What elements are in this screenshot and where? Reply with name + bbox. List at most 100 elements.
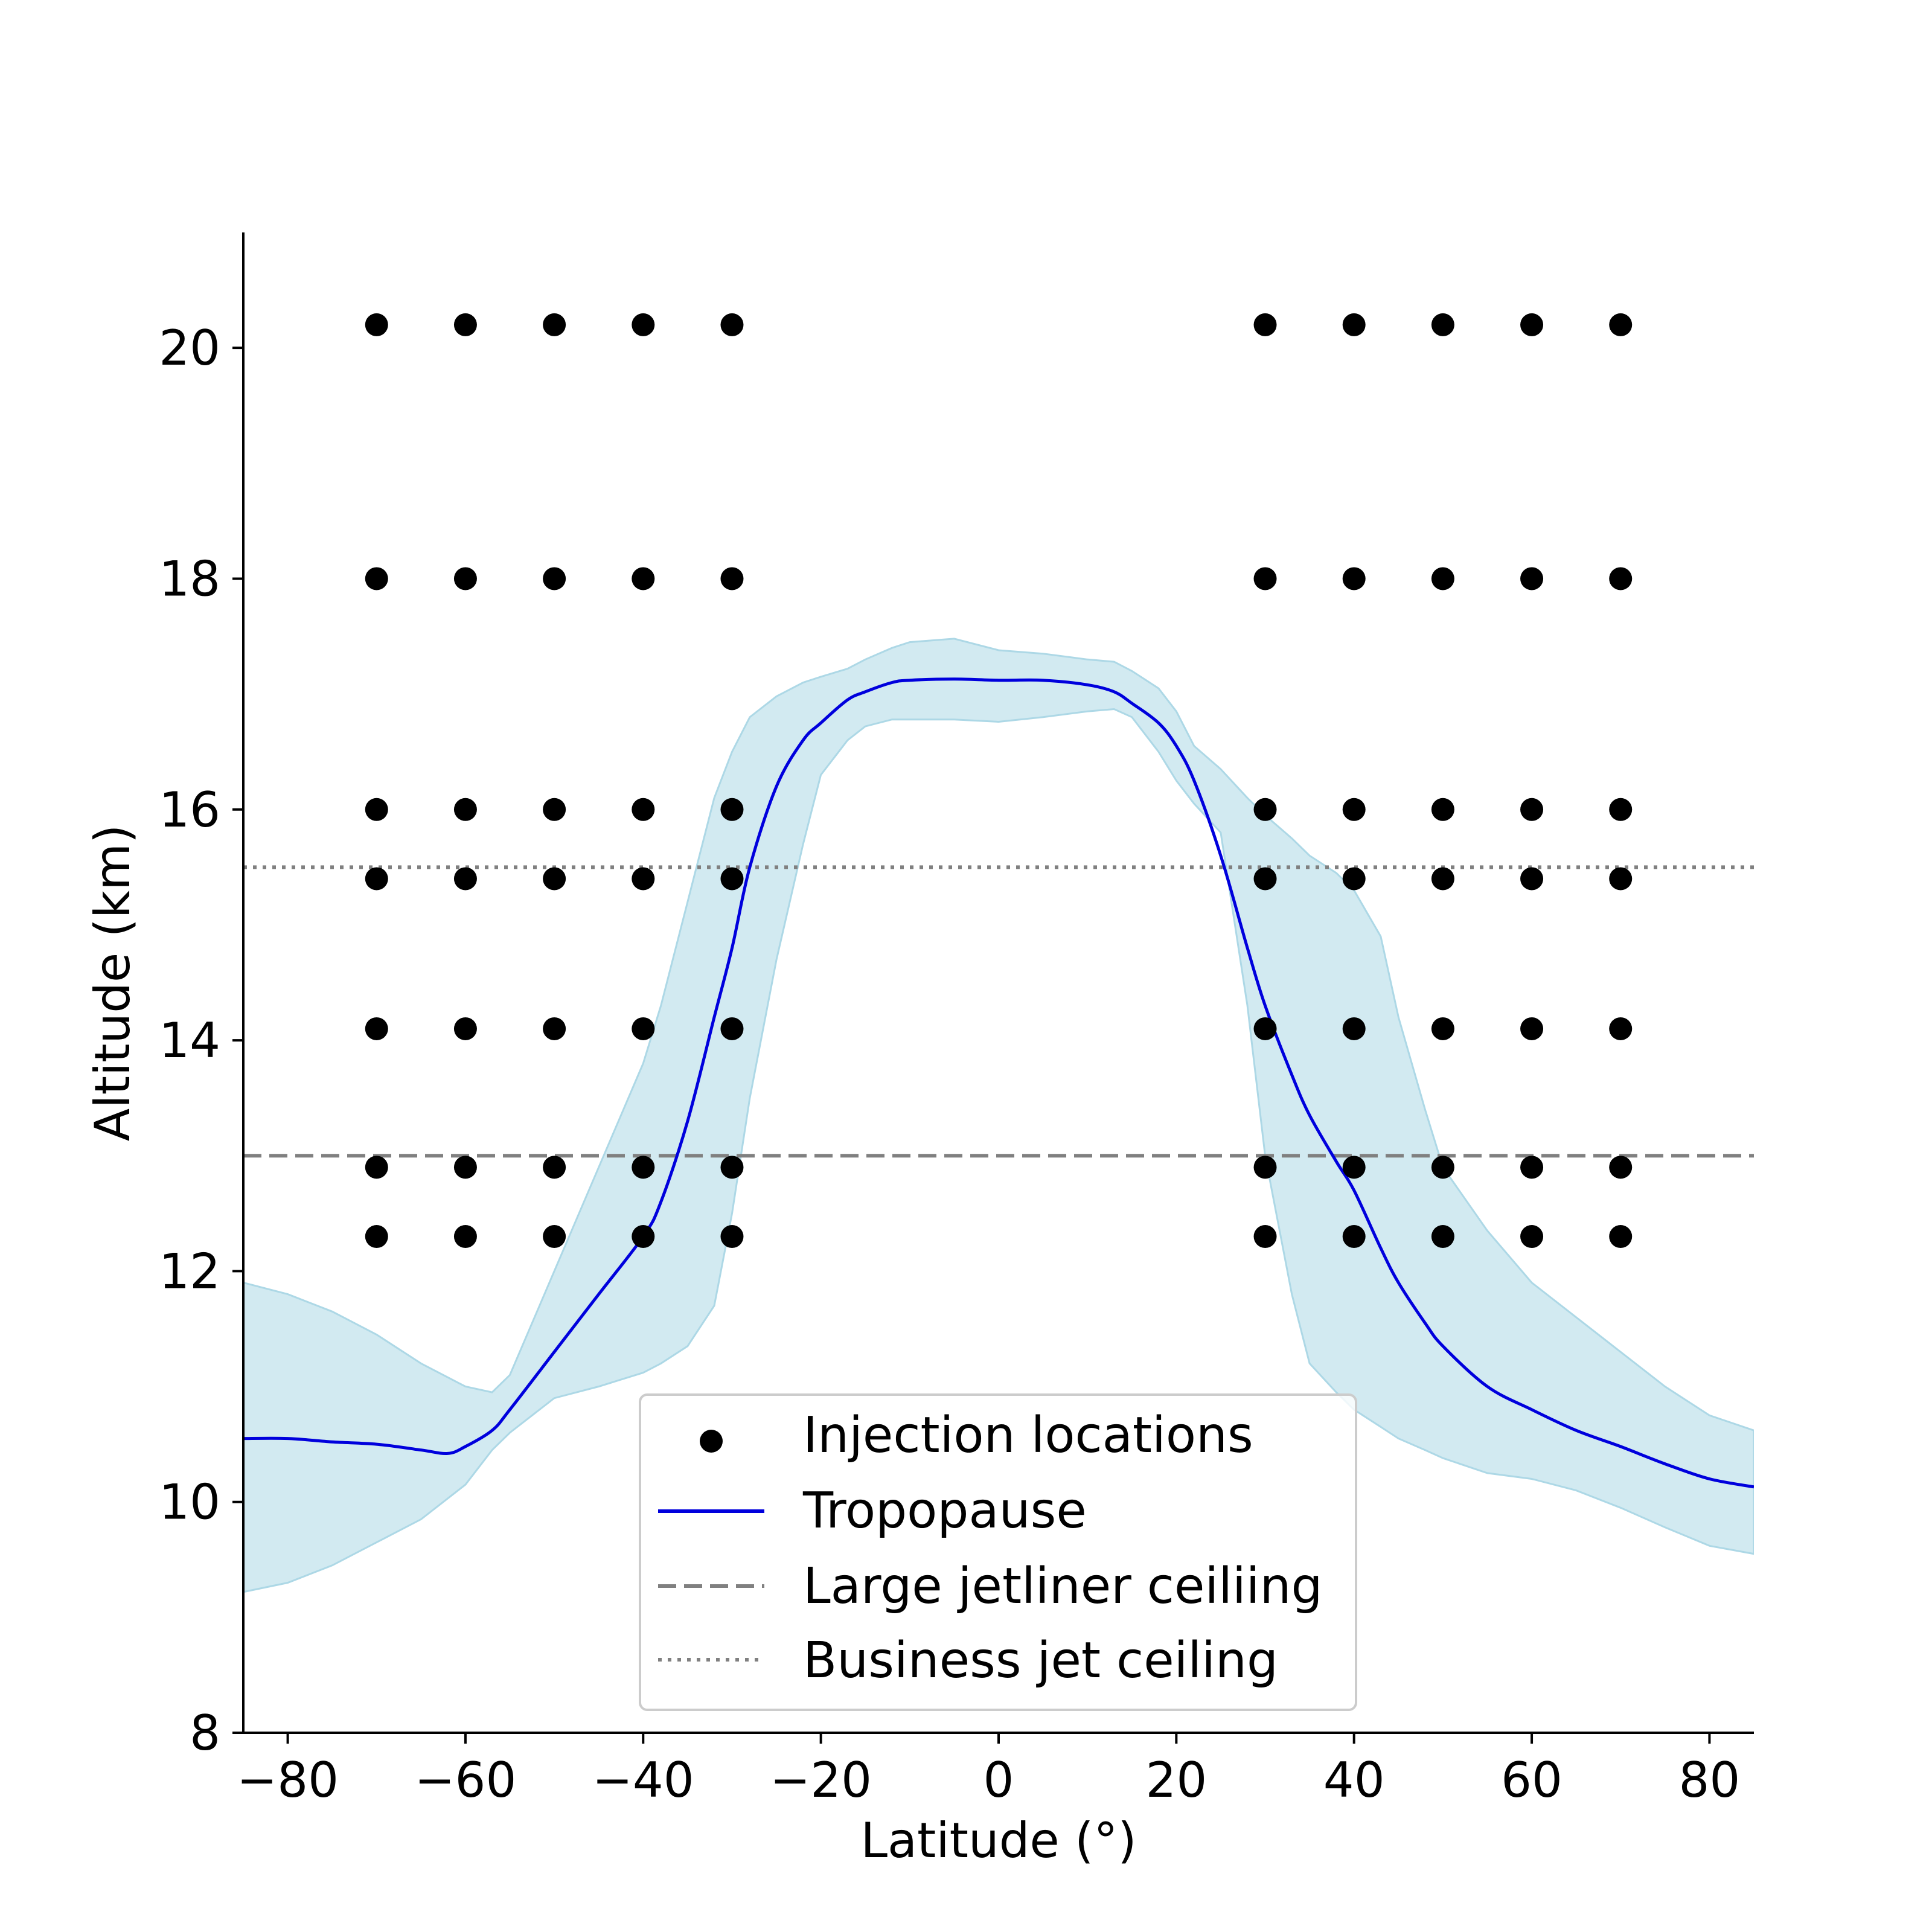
y-axis-title: Altitude (km) [85, 825, 141, 1142]
injection-point [1253, 798, 1277, 821]
legend-label-business-jet: Business jet ceiling [803, 1632, 1278, 1689]
injection-point [1520, 1156, 1544, 1179]
tropopause-band-area [243, 638, 1754, 1593]
injection-point [1609, 1017, 1633, 1040]
x-ticks: −80 −60 −40 −20 0 20 40 60 80 [237, 1733, 1740, 1808]
injection-point [632, 1225, 655, 1249]
injection-point [632, 313, 655, 336]
injection-point [1342, 798, 1366, 821]
injection-point [1609, 1225, 1633, 1249]
x-tick-label: 60 [1501, 1752, 1563, 1808]
injection-point [1431, 798, 1454, 821]
y-tick-label: 20 [159, 320, 220, 376]
legend-label-jetliner: Large jetliner ceiliing [803, 1558, 1323, 1615]
injection-point [1431, 567, 1454, 590]
injection-point [543, 313, 566, 336]
injection-point [453, 1017, 477, 1040]
injection-point [1431, 867, 1454, 891]
injection-point [1520, 313, 1544, 336]
legend-label-tropopause: Tropopause [802, 1482, 1087, 1540]
injection-point [543, 798, 566, 821]
legend: Injection locations Tropopause Large jet… [639, 1393, 1357, 1711]
injection-point [1520, 1017, 1544, 1040]
injection-point [1342, 313, 1366, 336]
injection-point [720, 867, 744, 891]
injection-point [365, 867, 388, 891]
injection-point [720, 798, 744, 821]
injection-point [453, 1156, 477, 1179]
x-tick-label: −40 [592, 1752, 694, 1808]
tropopause-line-layer [243, 677, 1754, 1489]
injection-point [365, 567, 388, 590]
injection-point [1342, 1017, 1366, 1040]
tropopause-line [243, 677, 1754, 1489]
injection-point [543, 1017, 566, 1040]
legend-marker-injection [700, 1430, 723, 1453]
injection-point [543, 1225, 566, 1249]
injection-point [543, 567, 566, 590]
legend-frame [639, 1393, 1357, 1711]
injection-point [1253, 1017, 1277, 1040]
injection-point [365, 1017, 388, 1040]
x-tick-label: 80 [1679, 1752, 1741, 1808]
injection-point [632, 798, 655, 821]
injection-point [720, 567, 744, 590]
injection-point [453, 1225, 477, 1249]
injection-point [1342, 1156, 1366, 1179]
x-tick-label: 40 [1323, 1752, 1385, 1808]
injection-point [453, 798, 477, 821]
injection-point [1431, 1225, 1454, 1249]
injection-point [1342, 867, 1366, 891]
y-tick-label: 8 [190, 1705, 220, 1761]
x-tick-label: −80 [237, 1752, 339, 1808]
injection-point [1520, 1225, 1544, 1249]
y-tick-label: 14 [159, 1012, 220, 1069]
injection-point [720, 1156, 744, 1179]
injection-point [365, 313, 388, 336]
injection-point [365, 798, 388, 821]
legend-label-injection: Injection locations [803, 1407, 1253, 1464]
injection-point [1520, 798, 1544, 821]
x-axis-title: Latitude (°) [860, 1812, 1136, 1869]
injection-point [1520, 567, 1544, 590]
y-tick-label: 12 [159, 1243, 220, 1299]
injection-point [1520, 867, 1544, 891]
injection-point [543, 867, 566, 891]
injection-point [632, 867, 655, 891]
injection-point [543, 1156, 566, 1179]
injection-point [1609, 798, 1633, 821]
injection-points [365, 313, 1633, 1249]
injection-point [1609, 867, 1633, 891]
injection-point [365, 1225, 388, 1249]
injection-point [1253, 313, 1277, 336]
y-ticks: 8 10 12 14 16 18 20 [159, 320, 243, 1761]
x-tick-label: 20 [1145, 1752, 1207, 1808]
injection-point [1431, 313, 1454, 336]
injection-point [1609, 1156, 1633, 1179]
injection-point [1342, 567, 1366, 590]
injection-point [1342, 1225, 1366, 1249]
injection-point [632, 1156, 655, 1179]
injection-point [365, 1156, 388, 1179]
injection-point [1431, 1156, 1454, 1179]
injection-point [1609, 567, 1633, 590]
injection-point [453, 313, 477, 336]
injection-point [1253, 1225, 1277, 1249]
injection-point [632, 1017, 655, 1040]
injection-point [1253, 867, 1277, 891]
injection-point [720, 1225, 744, 1249]
injection-point [1253, 567, 1277, 590]
injection-point [1253, 1156, 1277, 1179]
x-tick-label: −20 [770, 1752, 872, 1808]
injection-point [720, 313, 744, 336]
injection-point [453, 867, 477, 891]
injection-point [453, 567, 477, 590]
y-tick-label: 18 [159, 551, 220, 607]
injection-point [1431, 1017, 1454, 1040]
tropopause-band [243, 638, 1754, 1593]
injection-point [720, 1017, 744, 1040]
y-tick-label: 10 [159, 1474, 220, 1531]
injection-point [632, 567, 655, 590]
x-tick-label: −60 [415, 1752, 517, 1808]
